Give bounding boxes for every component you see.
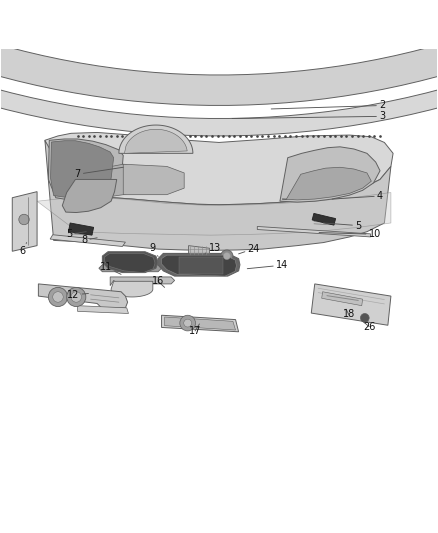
Circle shape xyxy=(223,253,230,260)
Circle shape xyxy=(180,315,195,331)
Polygon shape xyxy=(88,164,149,199)
Text: 10: 10 xyxy=(319,229,381,239)
Polygon shape xyxy=(105,254,155,272)
Polygon shape xyxy=(78,305,128,313)
Polygon shape xyxy=(123,164,184,195)
Polygon shape xyxy=(165,317,236,330)
Polygon shape xyxy=(110,277,175,286)
Text: 2: 2 xyxy=(271,100,385,110)
Polygon shape xyxy=(158,254,240,276)
Polygon shape xyxy=(45,140,391,251)
Circle shape xyxy=(48,287,67,306)
Polygon shape xyxy=(45,133,393,205)
Circle shape xyxy=(53,292,63,302)
Text: 3: 3 xyxy=(232,111,385,122)
Circle shape xyxy=(71,292,81,302)
Polygon shape xyxy=(179,257,223,274)
Circle shape xyxy=(67,287,86,306)
Polygon shape xyxy=(62,180,117,213)
Polygon shape xyxy=(48,139,123,200)
Text: 26: 26 xyxy=(362,320,375,332)
Polygon shape xyxy=(311,284,391,325)
Text: 17: 17 xyxy=(189,324,201,336)
Polygon shape xyxy=(119,125,193,154)
Text: 7: 7 xyxy=(74,167,123,179)
Polygon shape xyxy=(111,281,153,297)
Text: 11: 11 xyxy=(100,262,121,274)
Text: 24: 24 xyxy=(239,244,260,254)
Circle shape xyxy=(360,313,369,322)
Polygon shape xyxy=(99,265,162,272)
Text: 5: 5 xyxy=(66,229,86,239)
Text: 9: 9 xyxy=(150,243,158,256)
Polygon shape xyxy=(312,213,336,225)
Polygon shape xyxy=(257,227,371,237)
Polygon shape xyxy=(188,246,209,259)
Text: 5: 5 xyxy=(323,221,361,231)
Polygon shape xyxy=(37,192,391,235)
Text: 14: 14 xyxy=(247,260,288,270)
Polygon shape xyxy=(162,255,237,276)
Polygon shape xyxy=(0,0,438,106)
Polygon shape xyxy=(12,192,37,251)
Circle shape xyxy=(221,250,233,262)
Text: 6: 6 xyxy=(19,243,27,256)
Polygon shape xyxy=(50,235,125,246)
Text: 12: 12 xyxy=(67,290,88,300)
Text: 8: 8 xyxy=(81,236,97,245)
Text: 18: 18 xyxy=(343,309,355,319)
Polygon shape xyxy=(39,284,127,308)
Circle shape xyxy=(184,319,191,327)
Polygon shape xyxy=(280,147,380,202)
Polygon shape xyxy=(282,167,371,200)
Text: 16: 16 xyxy=(152,276,165,287)
Text: 4: 4 xyxy=(332,191,383,201)
Polygon shape xyxy=(68,223,94,235)
Polygon shape xyxy=(162,315,239,332)
Polygon shape xyxy=(102,252,158,272)
Polygon shape xyxy=(50,141,114,198)
Text: 13: 13 xyxy=(205,243,221,254)
Polygon shape xyxy=(322,292,363,305)
Polygon shape xyxy=(124,130,187,154)
Polygon shape xyxy=(0,0,438,136)
Circle shape xyxy=(19,214,29,225)
